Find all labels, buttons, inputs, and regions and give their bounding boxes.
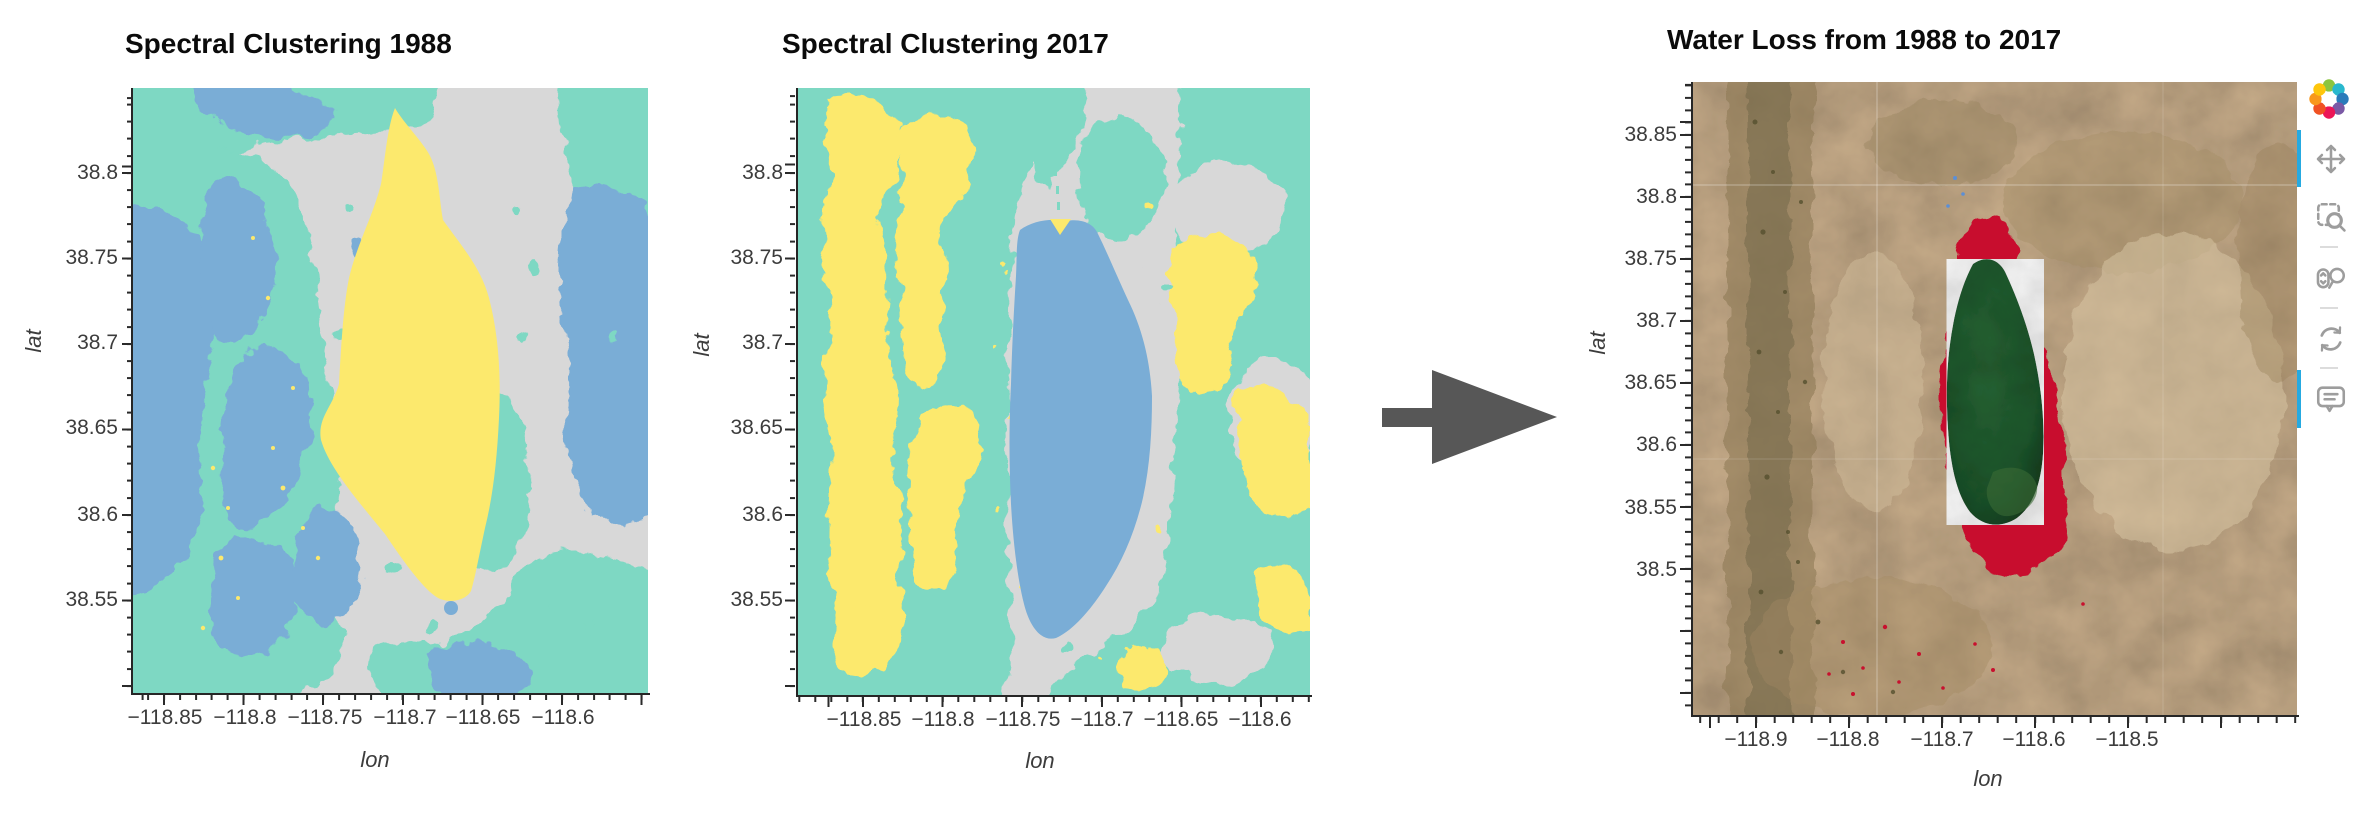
y-tick-label: 38.55 [1624,496,1677,519]
plot2-x-axis-label: lon [1025,748,1055,773]
y-tick-label: 38.6 [77,503,118,526]
box-zoom-icon [2316,202,2346,232]
plot1-y-minor-ticks [127,88,132,693]
x-tick-label: −118.8 [213,706,277,729]
plot1-title: Spectral Clustering 1988 [125,28,452,59]
bokeh-logo-icon[interactable] [2306,76,2352,122]
x-tick-label: −118.7 [1910,728,1974,751]
reset-icon [2320,326,2342,352]
plot2-cluster-map [798,88,1310,695]
y-tick-label: 38.75 [65,246,118,269]
plot1-y-axis-label: lat [21,329,46,353]
y-tick-label: 38.8 [77,161,118,184]
plot2-x-spine [796,695,1312,697]
plot1-x-spine [131,693,650,695]
toolbar-separator [2320,246,2338,248]
pan-tool-button[interactable] [2314,142,2348,176]
y-tick-label: 38.55 [65,588,118,611]
plot3-y-minor-ticks [1685,82,1691,715]
reset-tool-button[interactable] [2314,322,2348,356]
plot3-title: Water Loss from 1988 to 2017 [1667,24,2062,55]
plot1-y-spine [131,88,133,695]
plot2-x-minor-ticks [798,697,1310,702]
y-tick-label: 38.85 [1624,123,1677,146]
toolbar-separator [2320,367,2338,369]
y-tick-label: 38.65 [730,416,783,439]
plot3-x-minor-ticks [1693,717,2297,723]
plot2-y-minor-ticks [790,88,795,695]
transform-arrow-icon [1382,370,1557,464]
hover-tool-button[interactable] [2314,382,2348,416]
x-tick-label: −118.9 [1724,728,1788,751]
hover-icon [2316,386,2346,413]
plot2-title: Spectral Clustering 2017 [782,28,1109,59]
plot3-satellite-map[interactable] [1693,82,2297,715]
wheel-zoom-icon [2316,267,2346,289]
x-tick-label: −118.75 [985,708,1061,731]
x-tick-label: −118.8 [911,708,975,731]
x-tick-label: −118.85 [826,708,902,731]
plot3-y-spine [1691,82,1693,717]
y-tick-label: 38.6 [1636,433,1677,456]
y-tick-label: 38.6 [742,503,783,526]
x-tick-label: −118.85 [127,706,203,729]
plot1-x-minor-ticks [133,695,648,700]
hover-active-indicator [2297,370,2301,428]
x-tick-label: −118.75 [287,706,363,729]
box-zoom-tool-button[interactable] [2314,200,2348,234]
plot2-y-spine [796,88,798,697]
plot2-y-axis-label: lat [689,333,714,357]
x-tick-label: −118.6 [531,706,595,729]
pan-icon [2316,144,2346,174]
y-tick-label: 38.5 [1636,558,1677,581]
wheel-zoom-tool-button[interactable] [2314,261,2348,295]
x-tick-label: −118.7 [1070,708,1134,731]
plot1-cluster-map [133,88,648,693]
plot1-x-major-ticks [133,695,648,705]
y-tick-label: 38.8 [1636,185,1677,208]
bokeh-toolbar [2296,70,2368,450]
x-tick-label: −118.6 [1228,708,1292,731]
x-tick-label: −118.65 [445,706,521,729]
y-tick-label: 38.7 [77,331,118,354]
x-tick-label: −118.8 [1816,728,1880,751]
y-tick-label: 38.8 [742,161,783,184]
plot2-x-major-ticks [798,697,1310,707]
plot3-x-axis-label: lon [1973,766,2003,791]
y-tick-label: 38.75 [730,246,783,269]
x-tick-label: −118.7 [373,706,437,729]
y-tick-label: 38.65 [1624,371,1677,394]
y-tick-label: 38.7 [1636,309,1677,332]
y-tick-label: 38.65 [65,416,118,439]
y-tick-label: 38.55 [730,588,783,611]
plot1-x-axis-label: lon [360,747,390,772]
x-tick-label: −118.6 [2002,728,2066,751]
toolbar-separator [2320,307,2338,309]
pan-active-indicator [2297,130,2301,187]
plot3-y-axis-label: lat [1585,331,1610,355]
y-tick-label: 38.7 [742,331,783,354]
plot3-x-spine [1691,715,2299,717]
x-tick-label: −118.65 [1143,708,1219,731]
y-tick-label: 38.75 [1624,247,1677,270]
x-tick-label: −118.5 [2095,728,2159,751]
